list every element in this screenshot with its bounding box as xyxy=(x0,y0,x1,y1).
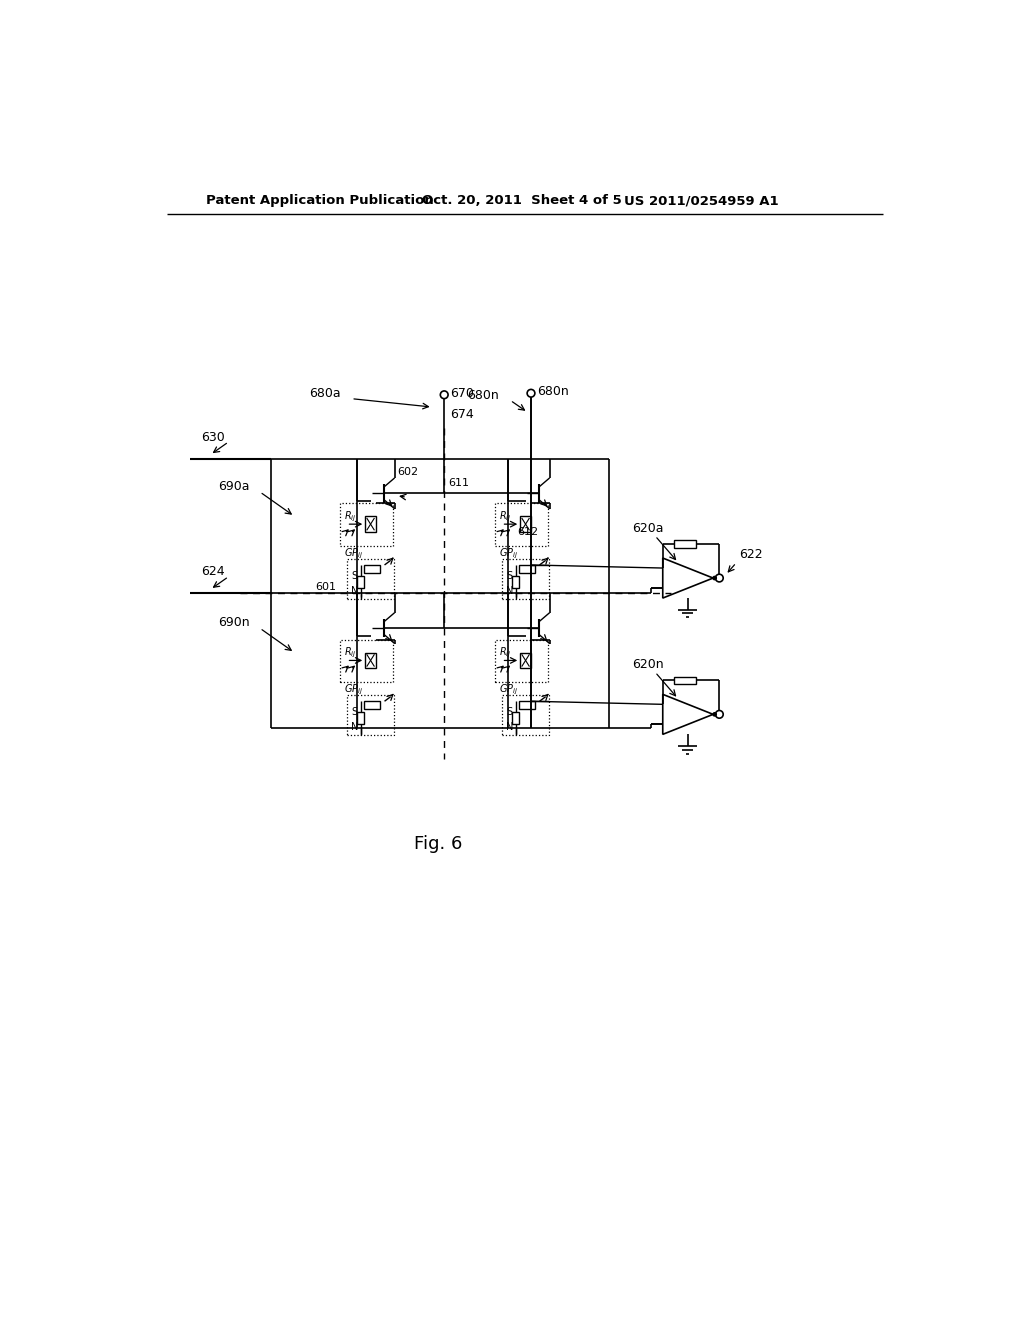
Bar xyxy=(512,711,519,725)
Text: 620n: 620n xyxy=(632,657,664,671)
Bar xyxy=(496,503,548,545)
Text: 670: 670 xyxy=(451,387,474,400)
Bar xyxy=(356,576,365,589)
Bar xyxy=(503,696,549,735)
Text: 690a: 690a xyxy=(218,480,250,492)
Bar xyxy=(520,516,531,532)
Text: $GP_{ij}$: $GP_{ij}$ xyxy=(500,546,518,561)
Bar xyxy=(496,640,548,682)
Text: $R_{ij}$: $R_{ij}$ xyxy=(500,645,512,660)
Text: $R_{ij}$: $R_{ij}$ xyxy=(500,510,512,524)
Text: $R_{ij}$: $R_{ij}$ xyxy=(344,510,356,524)
Text: US 2011/0254959 A1: US 2011/0254959 A1 xyxy=(624,194,778,207)
Bar xyxy=(512,576,519,589)
Text: S: S xyxy=(351,570,357,581)
Text: N: N xyxy=(506,586,514,597)
Bar xyxy=(366,516,376,532)
Bar xyxy=(340,503,393,545)
Text: N: N xyxy=(351,586,358,597)
Text: 680n: 680n xyxy=(538,385,569,399)
Text: 624: 624 xyxy=(202,565,225,578)
Text: 612: 612 xyxy=(517,527,539,537)
Text: 690n: 690n xyxy=(218,616,250,630)
Circle shape xyxy=(713,577,716,579)
Bar xyxy=(347,696,394,735)
Text: S: S xyxy=(351,708,357,717)
Text: Fig. 6: Fig. 6 xyxy=(414,834,462,853)
Text: 680n: 680n xyxy=(467,389,499,403)
Bar xyxy=(520,653,531,668)
Text: 622: 622 xyxy=(738,548,762,561)
Text: N: N xyxy=(351,722,358,733)
Bar xyxy=(340,640,393,682)
Text: 630: 630 xyxy=(202,430,225,444)
Text: 674: 674 xyxy=(451,408,474,421)
Bar xyxy=(519,701,535,709)
Text: $GP_{ij}$: $GP_{ij}$ xyxy=(500,682,518,697)
Text: Oct. 20, 2011  Sheet 4 of 5: Oct. 20, 2011 Sheet 4 of 5 xyxy=(423,194,623,207)
Bar xyxy=(519,565,535,573)
Text: S: S xyxy=(506,708,512,717)
Circle shape xyxy=(713,713,716,715)
Bar xyxy=(503,558,549,599)
Text: $GP_{ij}$: $GP_{ij}$ xyxy=(344,546,364,561)
Bar xyxy=(675,677,696,684)
Text: 611: 611 xyxy=(449,478,469,488)
Text: Patent Application Publication: Patent Application Publication xyxy=(206,194,433,207)
Text: 680a: 680a xyxy=(308,387,340,400)
Bar xyxy=(356,711,365,725)
Bar xyxy=(366,653,376,668)
Text: 620a: 620a xyxy=(632,521,664,535)
Text: $GP_{ij}$: $GP_{ij}$ xyxy=(344,682,364,697)
Text: $R_{ij}$: $R_{ij}$ xyxy=(344,645,356,660)
Text: N: N xyxy=(506,722,514,733)
Bar xyxy=(347,558,394,599)
Bar xyxy=(675,540,696,548)
Text: 602: 602 xyxy=(397,467,419,477)
Bar xyxy=(365,701,380,709)
Bar xyxy=(365,565,380,573)
Text: 601: 601 xyxy=(315,582,337,591)
Text: S: S xyxy=(506,570,512,581)
